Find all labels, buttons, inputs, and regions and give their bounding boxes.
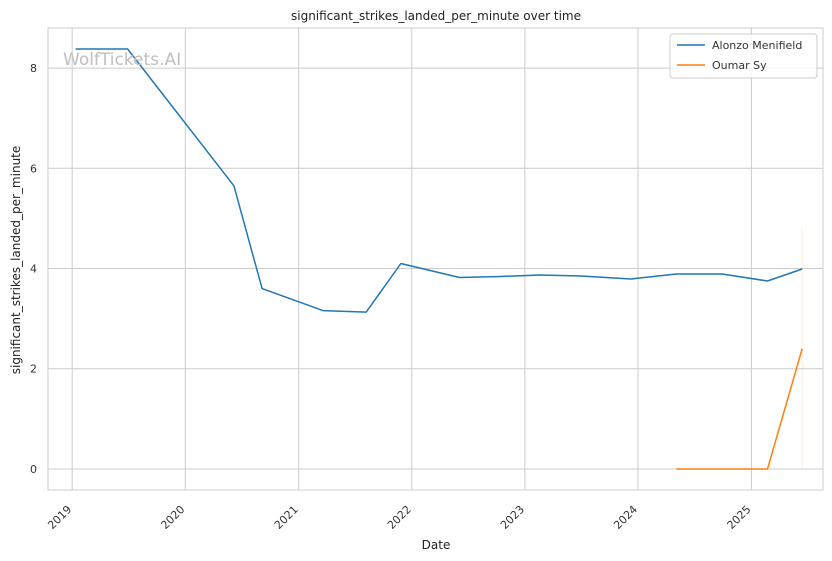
x-axis-label: Date bbox=[422, 538, 451, 552]
series-line-alonzo-menifield bbox=[75, 48, 803, 313]
y-tick-labels: 0 2 4 6 8 bbox=[30, 62, 37, 476]
y-tick-label: 8 bbox=[30, 62, 37, 75]
y-axis-label: significant_strikes_landed_per_minute bbox=[9, 146, 23, 375]
y-tick-label: 6 bbox=[30, 162, 37, 175]
grid bbox=[48, 28, 823, 490]
x-tick-label: 2019 bbox=[45, 503, 74, 532]
watermark: WolfTickets.AI bbox=[63, 50, 181, 70]
legend-label-oumar-sy: Oumar Sy bbox=[712, 59, 767, 72]
x-tick-label: 2024 bbox=[611, 503, 640, 532]
chart-title: significant_strikes_landed_per_minute ov… bbox=[291, 9, 581, 23]
y-tick-label: 4 bbox=[30, 263, 37, 276]
y-tick-label: 0 bbox=[30, 463, 37, 476]
y-tick-label: 2 bbox=[30, 363, 37, 376]
legend-frame bbox=[669, 33, 818, 79]
plot-area-frame bbox=[47, 27, 824, 491]
x-tick-labels: 2019 2020 2021 2022 2023 2024 2025 bbox=[45, 503, 753, 532]
series-lines bbox=[75, 48, 803, 470]
x-tick-label: 2021 bbox=[272, 503, 301, 532]
x-tick-label: 2022 bbox=[385, 503, 414, 532]
legend-label-alonzo-menifield: Alonzo Menifield bbox=[712, 39, 802, 52]
x-tick-label: 2023 bbox=[498, 503, 527, 532]
x-tick-label: 2025 bbox=[725, 503, 754, 532]
legend: Alonzo Menifield Oumar Sy bbox=[669, 33, 818, 79]
x-tick-label: 2020 bbox=[158, 503, 187, 532]
series-line-oumar-sy bbox=[676, 348, 803, 470]
